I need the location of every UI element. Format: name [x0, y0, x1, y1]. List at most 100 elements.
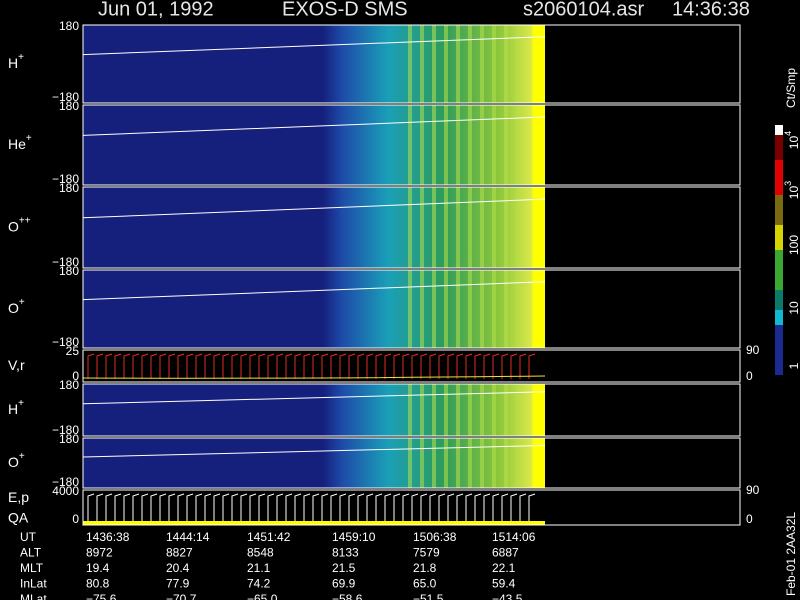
- panel-name: O: [8, 218, 19, 234]
- footer-value: 69.9: [332, 577, 356, 591]
- color-step: [775, 310, 783, 325]
- colorbar-label-text: 10: [787, 186, 800, 200]
- colorbar-label: 103: [783, 181, 800, 199]
- tick-label: 180: [59, 378, 79, 392]
- trace: [82, 445, 546, 458]
- panel-label: H+: [8, 52, 24, 71]
- panel-label: E,p: [8, 489, 29, 505]
- footer-value: 59.4: [492, 577, 516, 591]
- tick-label: 25: [66, 344, 80, 358]
- panel-frame: [82, 104, 741, 186]
- tick-label: 4000: [52, 484, 79, 498]
- colorbar-label: 104: [783, 131, 800, 149]
- spectrogram-stripes: [400, 187, 520, 268]
- trace: [87, 353, 536, 379]
- panel-name: He: [8, 136, 26, 152]
- panel-label-2: QA: [8, 510, 29, 526]
- tick-label: 180: [59, 264, 79, 278]
- trace: [82, 391, 546, 405]
- time: 14:36:38: [672, 0, 750, 20]
- footer-value: 21.8: [413, 561, 437, 575]
- panel-name: V,r: [8, 357, 25, 373]
- right-tick-label: 0: [746, 512, 753, 526]
- spectrogram-stripes: [400, 270, 520, 348]
- footer-label: InLat: [20, 577, 47, 591]
- panel-charge: +: [19, 451, 25, 462]
- qa-bar: [83, 521, 545, 525]
- panel-name: H: [8, 55, 18, 71]
- footer-value: 8972: [86, 546, 113, 560]
- panel-label: H+: [8, 398, 24, 417]
- panel-name: E,p: [8, 489, 29, 505]
- tick-label: −180: [52, 335, 79, 349]
- color-step: [775, 160, 783, 195]
- spectrogram-stripes: [400, 105, 520, 185]
- colorbar-label-text: 100: [787, 235, 800, 255]
- tick-label: 180: [59, 19, 79, 33]
- footer-value: 1459:10: [332, 530, 376, 544]
- right-tick-label: 90: [746, 343, 760, 357]
- footer-value: 74.2: [247, 577, 271, 591]
- footer-value: 8133: [332, 546, 359, 560]
- panel-charge: +: [18, 398, 24, 409]
- instrument: EXOS-D SMS: [282, 0, 408, 20]
- tick-label: 180: [59, 432, 79, 446]
- trace: [82, 36, 546, 56]
- colorbar: [775, 125, 783, 375]
- panel-label: V,r: [8, 357, 25, 373]
- colorbar-label-sup: 4: [783, 131, 793, 136]
- footer-label: ALT: [20, 546, 42, 560]
- footer-value: −58.6: [332, 592, 363, 600]
- colorbar-label-text: 10: [787, 136, 800, 150]
- spectrogram-stripes: [400, 25, 520, 103]
- panel-frame: [82, 186, 741, 269]
- panel-charge: +: [19, 297, 25, 308]
- tick-label: −180: [52, 172, 79, 186]
- color-step: [775, 225, 783, 250]
- date: Jun 01, 1992: [98, 0, 214, 20]
- tick-label: 0: [72, 512, 79, 526]
- footer-value: −65.0: [247, 592, 278, 600]
- tick-label: 180: [59, 99, 79, 113]
- footer-value: 1506:38: [413, 530, 457, 544]
- color-step: [775, 250, 783, 290]
- panel-label: O+: [8, 451, 25, 470]
- panel-charge: +: [26, 133, 32, 144]
- trace: [82, 198, 546, 219]
- colorbar-unit: Ct/Smp: [784, 68, 798, 108]
- panel-label: He+: [8, 133, 32, 152]
- panel-frame: [82, 437, 741, 489]
- footer-label: MLT: [20, 561, 44, 575]
- right-tick-label: 0: [746, 369, 753, 383]
- color-step: [775, 290, 783, 310]
- footer-value: 8827: [166, 546, 193, 560]
- footer-value: 1436:38: [86, 530, 130, 544]
- footer-value: −70.7: [166, 592, 197, 600]
- color-step: [775, 135, 783, 160]
- footer-value: 80.8: [86, 577, 110, 591]
- colorbar-label: 100: [787, 235, 800, 255]
- panel-label: O+: [8, 297, 25, 316]
- footer-value: 22.1: [492, 561, 516, 575]
- tick-label: −180: [52, 475, 79, 489]
- colorbar-label-sup: 3: [783, 181, 793, 186]
- color-step: [775, 325, 783, 375]
- colorbar-label: 1: [787, 362, 800, 369]
- panel-label: O++: [8, 215, 31, 234]
- panel-name: H: [8, 401, 18, 417]
- code: Feb-01 2AA32L: [784, 512, 798, 596]
- footer-value: 77.9: [166, 577, 190, 591]
- footer-value: 19.4: [86, 561, 110, 575]
- footer-value: 21.5: [332, 561, 356, 575]
- colorbar-label: 10: [787, 301, 800, 315]
- footer-value: 1451:42: [247, 530, 291, 544]
- footer-value: 1514:06: [492, 530, 536, 544]
- panel-charge: +: [18, 52, 24, 63]
- tick-label: −180: [52, 90, 79, 104]
- file: s2060104.asr: [523, 0, 645, 20]
- footer-value: 1444:14: [166, 530, 210, 544]
- footer-value: 7579: [413, 546, 440, 560]
- footer-value: −43.5: [492, 592, 523, 600]
